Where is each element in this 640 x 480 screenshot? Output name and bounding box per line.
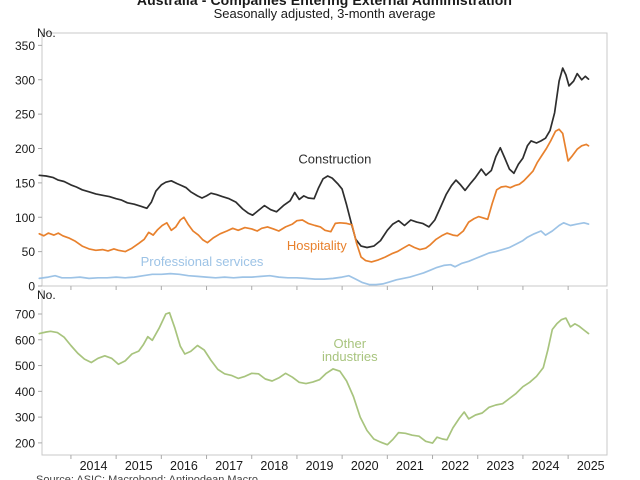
chart-title: Australia - Companies Entering External … (136, 0, 513, 8)
series-label-other-industries: industries (322, 349, 378, 364)
y-tick-label: 300 (15, 411, 35, 425)
x-tick-label: 2024 (532, 459, 560, 473)
series-label-hospitality: Hospitality (287, 238, 347, 253)
y-tick-label: 500 (15, 359, 35, 373)
y-tick-label: 0 (28, 280, 35, 294)
series-line-hospitality (38, 128, 590, 263)
x-tick-label: 2019 (306, 459, 334, 473)
y-tick-label: 150 (15, 176, 35, 190)
x-tick-label: 2015 (125, 459, 153, 473)
y-tick-label: 600 (15, 333, 35, 347)
y-tick-label: 50 (22, 245, 36, 259)
y-tick-label: 300 (15, 73, 35, 87)
y-tick-label: 200 (15, 436, 35, 450)
chart-subtitle: Seasonally adjusted, 3-month average (213, 6, 436, 21)
series-line-construction (38, 67, 590, 249)
y-tick-label: 350 (15, 39, 35, 53)
x-tick-label: 2025 (577, 459, 605, 473)
x-tick-label: 2021 (396, 459, 424, 473)
y-tick-label: 250 (15, 108, 35, 122)
series-line-professional-services (38, 221, 590, 286)
y-tick-label: 400 (15, 385, 35, 399)
series-label-professional-services: Professional services (141, 254, 264, 269)
x-tick-label: 2022 (441, 459, 469, 473)
panel-frame (41, 289, 608, 456)
series-label-construction: Construction (298, 152, 371, 167)
x-tick-label: 2017 (215, 459, 243, 473)
y-axis-unit-label: No. (37, 288, 56, 302)
y-tick-label: 700 (15, 308, 35, 322)
x-tick-label: 2018 (260, 459, 288, 473)
y-axis-unit-label: No. (37, 26, 56, 40)
x-tick-label: 2020 (351, 459, 379, 473)
x-tick-label: 2016 (170, 459, 198, 473)
x-tick-label: 2014 (80, 459, 108, 473)
y-tick-label: 100 (15, 211, 35, 225)
source-note: Source: ASIC; Macrobond; Antipodean Macr… (36, 474, 258, 480)
series-label-other-industries: Other (334, 336, 367, 351)
x-tick-label: 2023 (486, 459, 514, 473)
y-tick-label: 200 (15, 142, 35, 156)
series-line-other-industries (38, 311, 590, 446)
panel-frame (41, 32, 608, 287)
